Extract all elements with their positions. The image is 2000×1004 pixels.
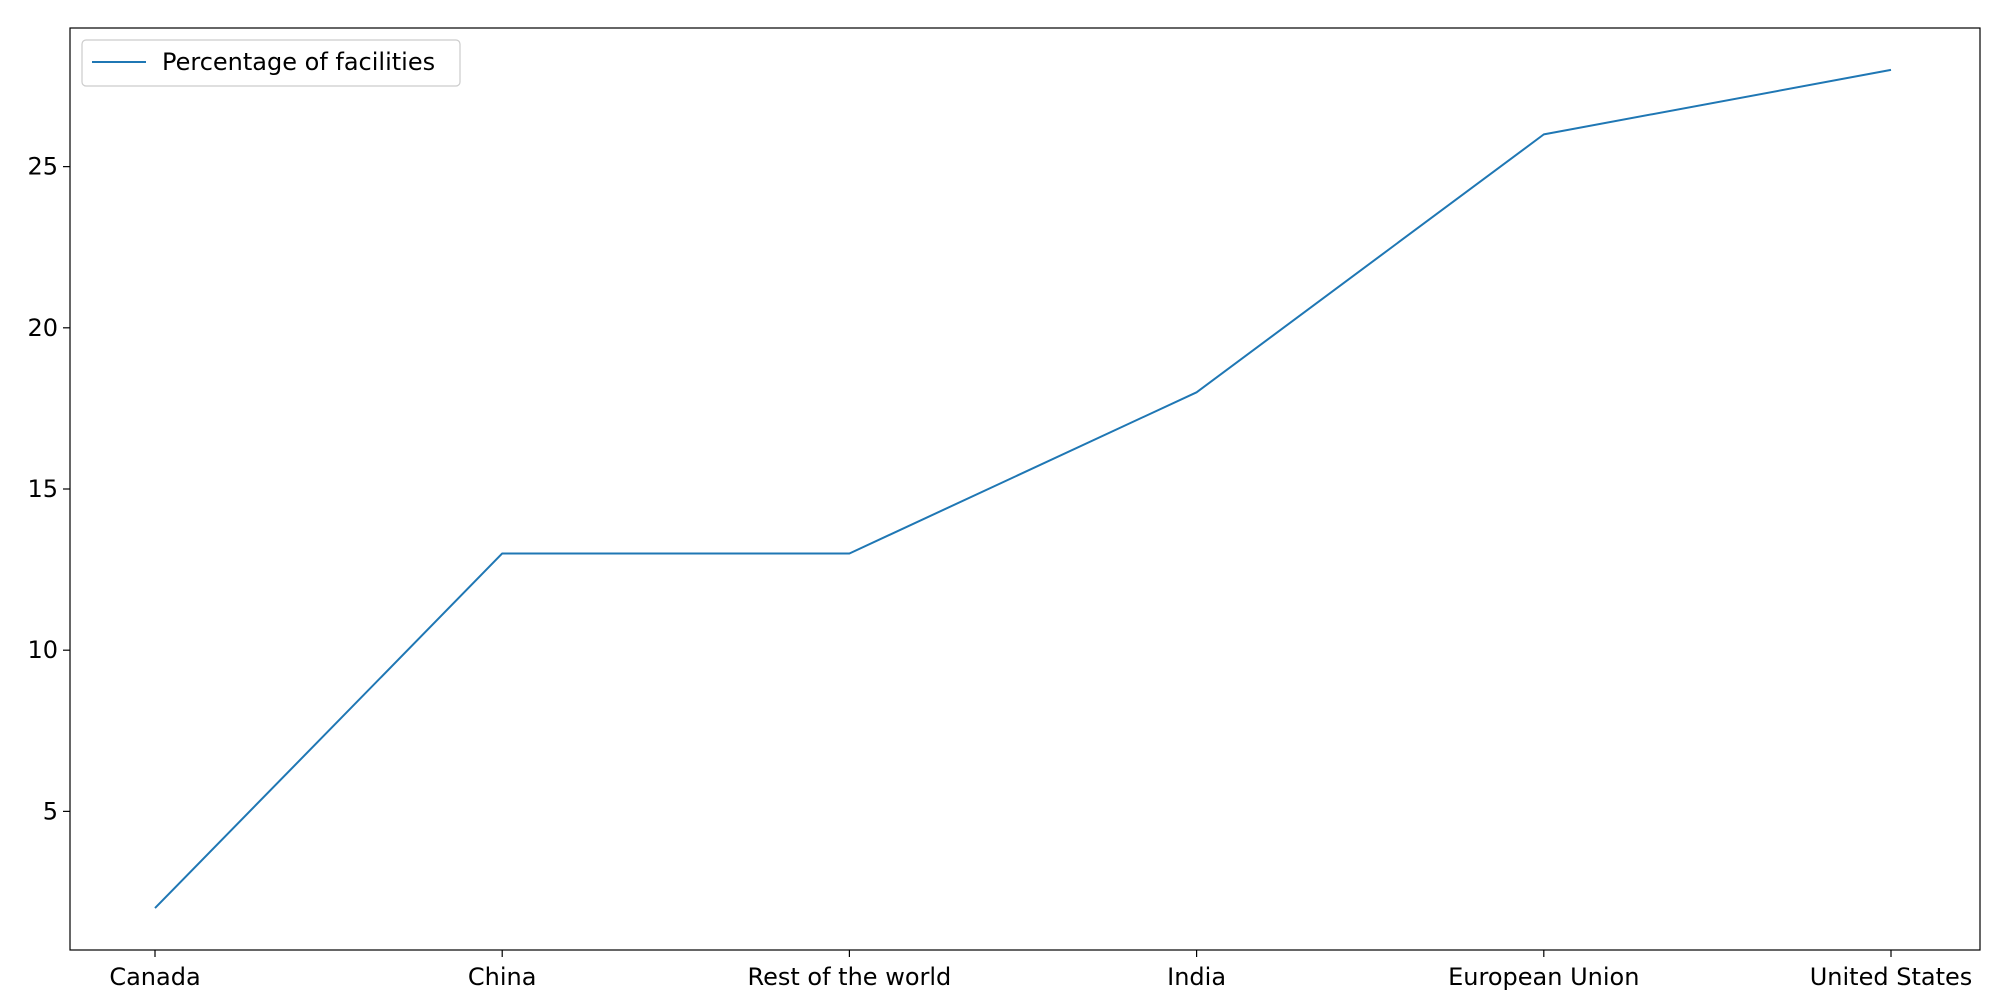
legend-label-percentage-of-facilities: Percentage of facilities <box>162 48 435 76</box>
series-line-percentage-of-facilities <box>154 68 1892 909</box>
x-tick-label: United States <box>1810 963 1973 991</box>
y-tick-label: 5 <box>43 797 58 825</box>
x-tick-label: Canada <box>109 963 200 991</box>
x-tick-label: European Union <box>1448 963 1639 991</box>
x-tick-label: China <box>468 963 537 991</box>
plot-frame <box>69 27 1981 951</box>
y-tick-label: 15 <box>27 475 58 503</box>
x-tick-label: India <box>1167 963 1226 991</box>
y-tick-label: 10 <box>27 636 58 664</box>
series-layer <box>154 68 1892 909</box>
legend: Percentage of facilities <box>81 39 461 87</box>
legend-box <box>81 39 461 87</box>
axis-ticks: 5 10 15 20 25 Canada China Rest of the world Ind… <box>27 153 1972 991</box>
x-tick-label: Rest of the world <box>748 963 952 991</box>
y-tick-label: 25 <box>27 153 58 181</box>
y-tick-label: 20 <box>27 314 58 342</box>
